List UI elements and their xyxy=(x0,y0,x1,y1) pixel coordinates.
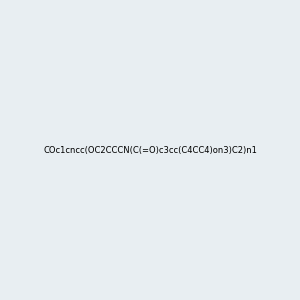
Text: COc1cncc(OC2CCCN(C(=O)c3cc(C4CC4)on3)C2)n1: COc1cncc(OC2CCCN(C(=O)c3cc(C4CC4)on3)C2)… xyxy=(43,146,257,154)
